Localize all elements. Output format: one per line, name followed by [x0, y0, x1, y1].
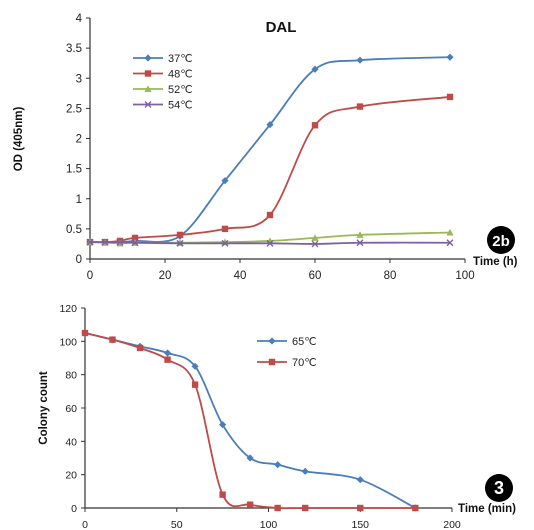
y-tick-label: 3.5 — [66, 43, 82, 55]
data-point — [356, 239, 364, 247]
badge-label: 3 — [494, 478, 504, 498]
data-point — [109, 336, 116, 343]
x-axis-label: Time (h) — [473, 256, 518, 268]
data-point — [266, 211, 274, 219]
data-point — [221, 239, 229, 247]
series-line-2 — [89, 231, 451, 245]
data-point — [191, 381, 199, 388]
data-point — [191, 362, 199, 370]
data-point — [116, 238, 124, 246]
chart-title: DAL — [266, 19, 297, 36]
x-tick-label: 150 — [351, 519, 369, 530]
data-point — [301, 467, 309, 475]
data-point — [311, 234, 319, 241]
data-point — [311, 240, 319, 248]
data-point — [136, 344, 144, 352]
data-point — [176, 239, 184, 247]
badge-label: 2b — [492, 233, 510, 250]
legend-marker — [144, 101, 152, 108]
y-tick-label: 2 — [76, 134, 82, 146]
y-tick-label: 0 — [71, 503, 77, 515]
legend-marker — [268, 337, 276, 345]
x-tick-label: 0 — [82, 519, 88, 530]
data-point — [81, 329, 89, 337]
data-point — [446, 239, 454, 247]
legend-label: 54℃ — [168, 100, 193, 112]
y-tick-label: 0 — [76, 254, 82, 266]
legend-marker — [268, 358, 276, 366]
legend-label: 48℃ — [168, 69, 193, 81]
badge-circle — [487, 226, 515, 254]
chart-colony-time: 0 20 40 60 80 100 120 0 50 100 150 200 65℃ 70℃ Colony … — [38, 303, 516, 530]
y-tick-label: 0.5 — [66, 224, 82, 236]
x-tick-label: 200 — [443, 519, 461, 530]
data-point — [266, 121, 274, 129]
y-tick-label: 3 — [76, 73, 82, 85]
y-tick-label: 120 — [59, 303, 77, 315]
data-point — [131, 239, 139, 247]
legend-marker — [144, 85, 152, 92]
data-point — [221, 177, 229, 185]
x-tick-label: 40 — [234, 270, 247, 282]
x-tick-label: 80 — [384, 270, 397, 282]
legend-label: 37℃ — [168, 53, 193, 65]
data-point — [221, 225, 229, 233]
x-tick-label: 100 — [260, 519, 278, 530]
data-point — [219, 421, 227, 429]
data-point — [356, 56, 364, 64]
x-tick-label: 20 — [159, 270, 172, 282]
data-point — [101, 238, 109, 246]
x-tick-label: 100 — [455, 270, 474, 282]
data-point — [446, 53, 454, 61]
y-tick-label: 60 — [65, 403, 77, 415]
data-point — [131, 234, 139, 242]
data-point — [446, 228, 454, 236]
data-point — [163, 349, 172, 357]
y-tick-label: 80 — [65, 370, 77, 382]
badge-circle — [485, 474, 513, 502]
legend-marker — [144, 54, 152, 62]
data-point — [176, 231, 184, 239]
data-point — [164, 356, 171, 363]
data-point — [311, 122, 319, 129]
y-tick-label: 100 — [59, 336, 77, 348]
data-point — [86, 238, 94, 246]
y-tick-label: 20 — [65, 470, 77, 482]
chart-od-time: 00.511.522.533.540 20 40 60 80 10037℃48℃52℃54… — [13, 13, 518, 282]
series-line-1 — [84, 332, 416, 510]
y-tick-label: 2.5 — [66, 103, 82, 115]
data-point — [356, 476, 364, 484]
data-point — [446, 93, 454, 101]
legend-marker — [144, 70, 152, 77]
y-tick-label: 1.5 — [66, 164, 82, 176]
data-point — [219, 491, 226, 498]
x-tick-label: 0 — [87, 270, 93, 282]
data-point — [356, 231, 364, 238]
legend-label: 70℃ — [292, 357, 317, 369]
x-tick-label: 60 — [309, 270, 322, 282]
data-point — [311, 65, 319, 73]
data-point — [246, 454, 254, 462]
data-point — [412, 504, 419, 512]
y-tick-label: 4 — [76, 13, 83, 25]
y-axis-label: OD (405nm) — [13, 107, 25, 172]
series-line-0 — [84, 332, 416, 509]
legend-label: 52℃ — [168, 84, 193, 96]
x-tick-label: 50 — [171, 519, 183, 530]
y-tick-label: 1 — [76, 194, 82, 206]
series-line-3 — [89, 241, 451, 245]
legend-label: 65℃ — [292, 336, 317, 348]
series-line-1 — [89, 96, 451, 244]
data-point — [266, 239, 274, 247]
y-tick-label: 40 — [65, 436, 77, 448]
data-point — [357, 504, 364, 512]
data-point — [246, 501, 254, 508]
data-point — [356, 103, 364, 110]
data-point — [274, 504, 281, 512]
data-point — [302, 504, 309, 512]
x-axis-label: Time (min) — [458, 503, 516, 515]
data-point — [274, 461, 282, 469]
y-axis-label: Colony count — [38, 371, 50, 445]
